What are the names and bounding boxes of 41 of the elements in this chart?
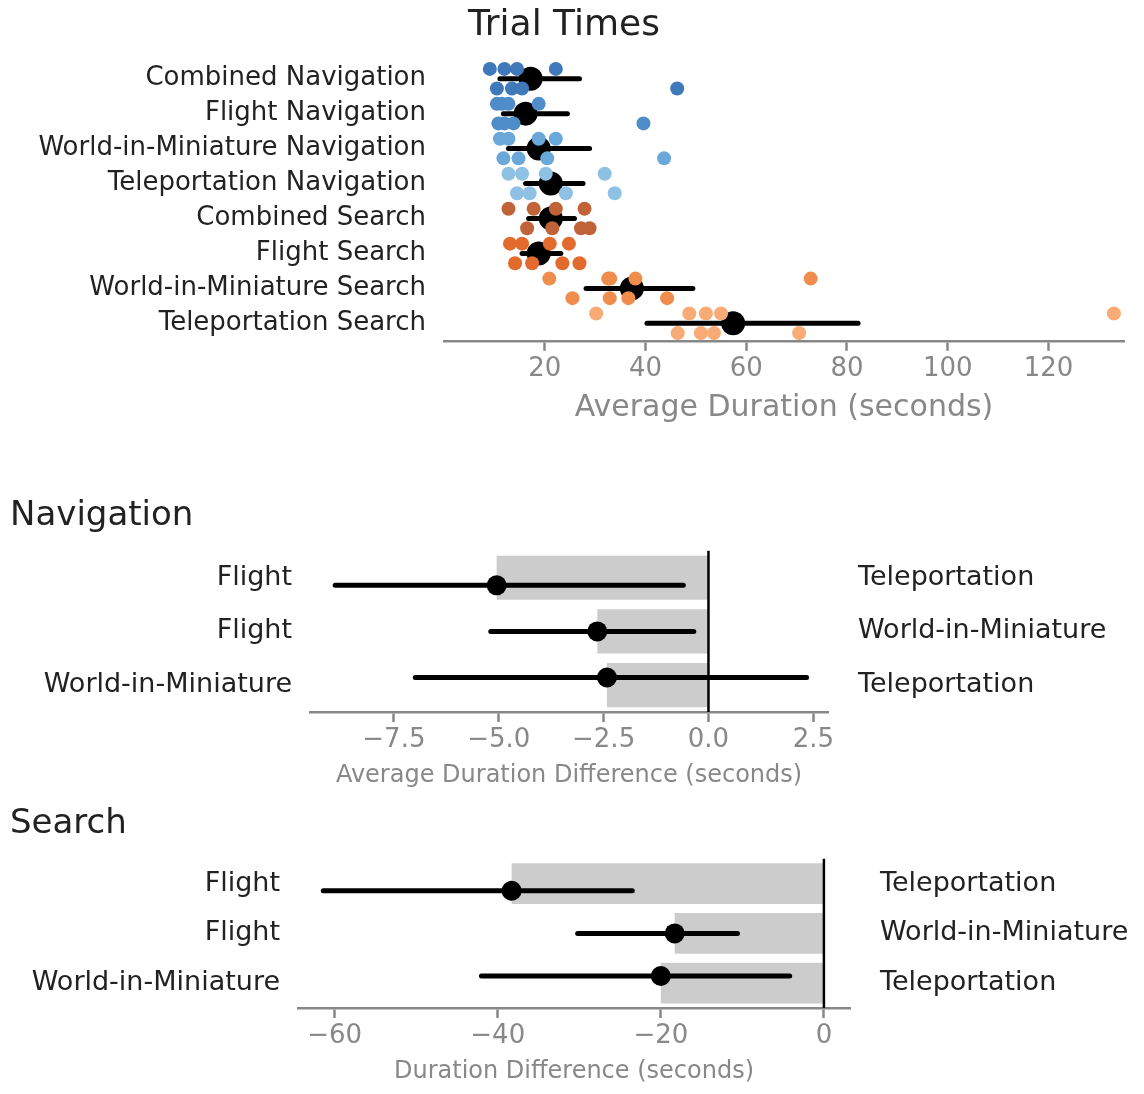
x-tick-label: 80	[830, 352, 864, 383]
y-tick-label: World-in-Miniature Search	[89, 271, 426, 302]
x-tick-label: −20	[633, 1019, 689, 1050]
x-tick-label: 60	[729, 352, 763, 383]
y-tick-label: Teleportation Search	[157, 306, 426, 337]
y-tick-label: Flight	[216, 559, 292, 591]
y-tick-label: Flight Navigation	[204, 96, 426, 127]
x-tick-label: −60	[307, 1019, 363, 1050]
x-tick-label: −5.0	[467, 723, 531, 754]
y-tick-label: World-in-Miniature Navigation	[38, 131, 426, 162]
y-tick-label: World-in-Miniature	[31, 965, 280, 997]
x-tick-label: 0	[815, 1019, 833, 1050]
y-tick-label: Flight	[204, 915, 280, 947]
x-tick-label: 120	[1023, 352, 1074, 383]
y2-tick-label: Teleportation	[857, 667, 1035, 699]
x-axis-title: Average Duration Difference (seconds)	[335, 759, 803, 788]
x-tick-label: 20	[528, 352, 562, 383]
y2-tick-label: Teleportation	[879, 865, 1057, 897]
x-tick-label: −2.5	[572, 723, 636, 754]
x-tick-label: 100	[922, 352, 973, 383]
y-tick-label: Teleportation Navigation	[106, 166, 426, 197]
y-tick-label: World-in-Miniature	[43, 667, 292, 699]
y-tick-label: Combined Navigation	[145, 61, 426, 92]
chart-title: Navigation	[10, 493, 194, 534]
chart-title: Trial Times	[467, 1, 660, 43]
y-tick-label: Flight	[204, 865, 280, 897]
y-tick-label: Flight Search	[255, 236, 426, 267]
y2-tick-label: World-in-Miniature	[880, 915, 1129, 947]
x-tick-label: −7.5	[362, 723, 426, 754]
chart-title: Search	[10, 801, 127, 842]
x-axis-title: Average Duration (seconds)	[574, 387, 994, 423]
x-tick-label: 2.5	[792, 723, 834, 754]
x-tick-label: 0.0	[687, 723, 730, 754]
x-axis-title: Duration Difference (seconds)	[393, 1055, 755, 1084]
y2-tick-label: World-in-Miniature	[858, 613, 1107, 645]
x-tick-label: −40	[470, 1019, 526, 1050]
y2-tick-label: Teleportation	[857, 559, 1035, 591]
y2-tick-label: Teleportation	[879, 965, 1057, 997]
y-tick-label: Flight	[216, 613, 292, 645]
y-tick-label: Combined Search	[196, 201, 426, 232]
x-tick-label: 40	[628, 352, 663, 383]
